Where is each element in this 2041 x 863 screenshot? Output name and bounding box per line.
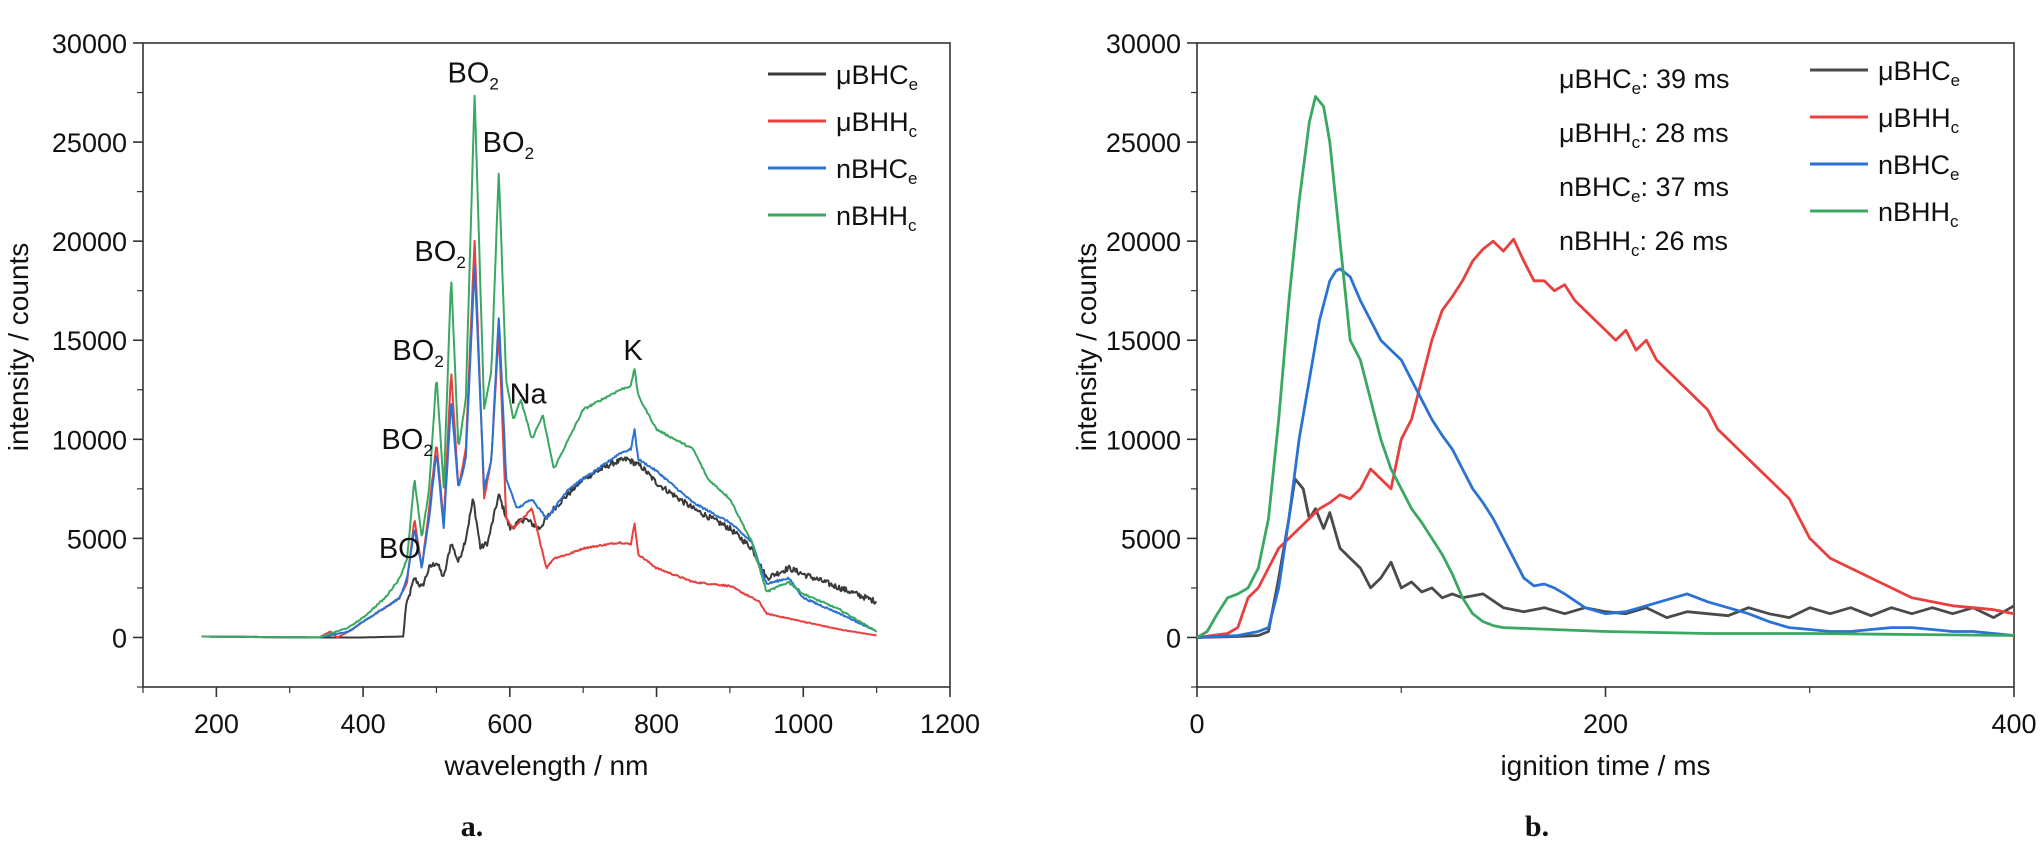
y-tick-label: 15000 [52,326,127,356]
ignition-time-readout: μBHCe: 39 ms [1559,64,1730,98]
peak-annotation: BO2 [381,424,432,460]
ignition-time-readout: nBHHc: 26 ms [1559,226,1728,260]
y-tick-label: 25000 [52,128,127,158]
series-line-4 [1196,95,2015,639]
legend-entry: μBHCe [1878,56,1960,90]
series-line-1 [201,456,877,639]
peak-annotation: BO2 [392,335,443,371]
chart-panel-b: 0 5000 10000 15000 20000 25000 30000 0 200 400 ign… [1071,29,2037,843]
x-axis-title: wavelength / nm [444,750,649,781]
x-tick-label: 0 [1189,709,1204,739]
ignition-time-readout: μBHHc: 28 ms [1559,118,1729,152]
x-tick-label: 1000 [773,709,833,739]
y-tick-label: 25000 [1106,128,1181,158]
x-tick-label: 1200 [920,709,980,739]
x-axis-title: ignition time / ms [1500,750,1710,781]
y-tick-label: 30000 [1106,29,1181,59]
legend-entry: nBHCe [1878,150,1960,184]
y-tick-label: 15000 [1106,326,1181,356]
chart-panel-a: 0 5000 10000 15000 20000 25000 30000 200 400 600 8… [3,29,980,843]
legend-entry: μBHCe [836,60,918,94]
peak-annotation: Na [510,379,548,411]
peak-annotation: BO2 [483,127,534,163]
legend-entry: μBHHc [836,107,918,141]
peak-annotation: BO2 [447,58,498,94]
y-tick-label: 0 [112,623,127,653]
panel-label: b. [1525,810,1549,843]
legend-entry: μBHHc [1878,103,1960,137]
series-line-4 [201,94,878,639]
x-tick-label: 200 [1583,709,1628,739]
x-tick-label: 600 [487,709,532,739]
y-tick-label: 0 [1166,623,1181,653]
y-axis-title: intensity / counts [3,243,34,452]
y-tick-label: 10000 [52,425,127,455]
y-tick-label: 5000 [1121,524,1181,554]
x-tick-label: 800 [634,709,679,739]
peak-annotation: K [623,335,643,367]
y-tick-label: 10000 [1106,425,1181,455]
panel-label: a. [461,810,484,843]
y-tick-label: 30000 [52,29,127,59]
series-line-3 [1196,267,2015,639]
y-tick-label: 20000 [1106,227,1181,257]
y-tick-label: 5000 [67,524,127,554]
x-tick-label: 400 [1991,709,2036,739]
y-tick-label: 20000 [52,227,127,257]
series-line-3 [201,265,878,639]
y-axis-title: intensity / counts [1071,243,1102,452]
legend-entry: nBHHc [836,201,917,235]
x-tick-label: 400 [341,709,386,739]
peak-annotation: BO [379,533,421,565]
peak-annotation: BO2 [414,236,465,272]
series-line-2 [201,239,877,639]
x-tick-label: 200 [194,709,239,739]
plot-frame [142,42,951,688]
ignition-time-readout: nBHCe: 37 ms [1559,172,1729,206]
legend-entry: nBHCe [836,154,918,188]
series-line-2 [1196,237,2015,639]
legend-entry: nBHHc [1878,197,1959,231]
